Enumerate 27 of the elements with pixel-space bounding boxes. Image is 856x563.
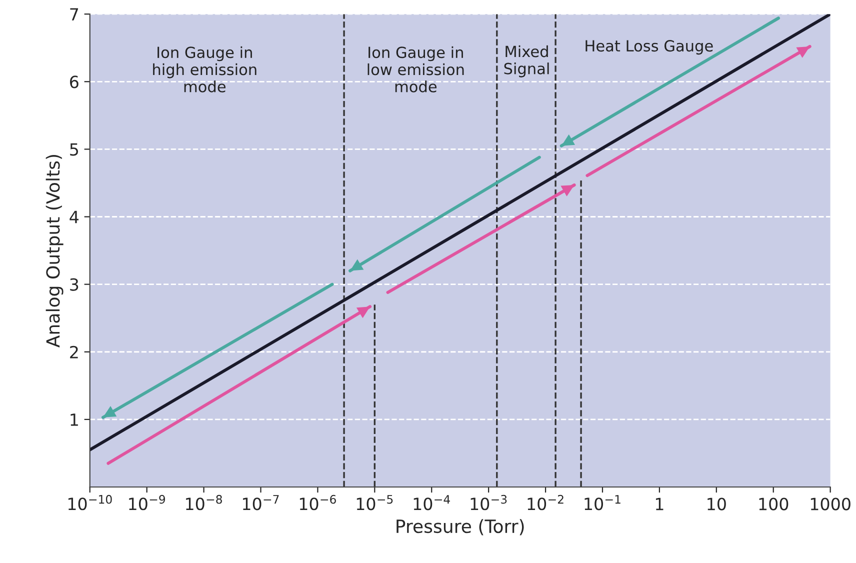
x-tick-label: 1 [656, 498, 664, 510]
x-tick-label: 10$^{−8}$ [186, 494, 222, 510]
annotation: Heat Loss Gauge [586, 40, 713, 55]
annotation: Mixed Signal [504, 45, 549, 78]
y-tick-label: 7 [70, 8, 78, 20]
annotation: Ion Gauge in low emission mode [368, 46, 464, 92]
x-tick-label: 10$^{−9}$ [129, 494, 165, 510]
x-axis-title: Pressure (Torr) [396, 519, 524, 536]
y-tick-label: 4 [70, 210, 79, 224]
y-tick-label: 2 [70, 346, 78, 358]
y-axis-title: Analog Output (Volts) [46, 155, 64, 348]
x-tick-label: 10$^{−1}$ [584, 495, 620, 510]
x-tick-label: 10$^{−10}$ [68, 494, 112, 510]
x-tick-label: 10$^{−5}$ [356, 495, 393, 510]
x-tick-label: 10$^{−2}$ [528, 494, 564, 510]
x-tick-label: 10$^{−7}$ [243, 495, 279, 510]
x-tick-label: 10$^{−4}$ [414, 495, 450, 510]
x-tick-label: 10 [708, 498, 726, 510]
y-tick-label: 5 [70, 143, 78, 156]
annotation: Ion Gauge in high emission mode [153, 46, 256, 92]
x-tick-label: 10$^{−6}$ [300, 494, 336, 510]
x-tick-label: 1000 [810, 498, 850, 510]
x-tick-label: 10$^{−3}$ [470, 494, 507, 510]
y-tick-label: 6 [70, 76, 78, 88]
y-tick-label: 3 [70, 278, 78, 291]
x-tick-label: 100 [759, 498, 788, 510]
y-tick-label: 1 [70, 414, 78, 426]
